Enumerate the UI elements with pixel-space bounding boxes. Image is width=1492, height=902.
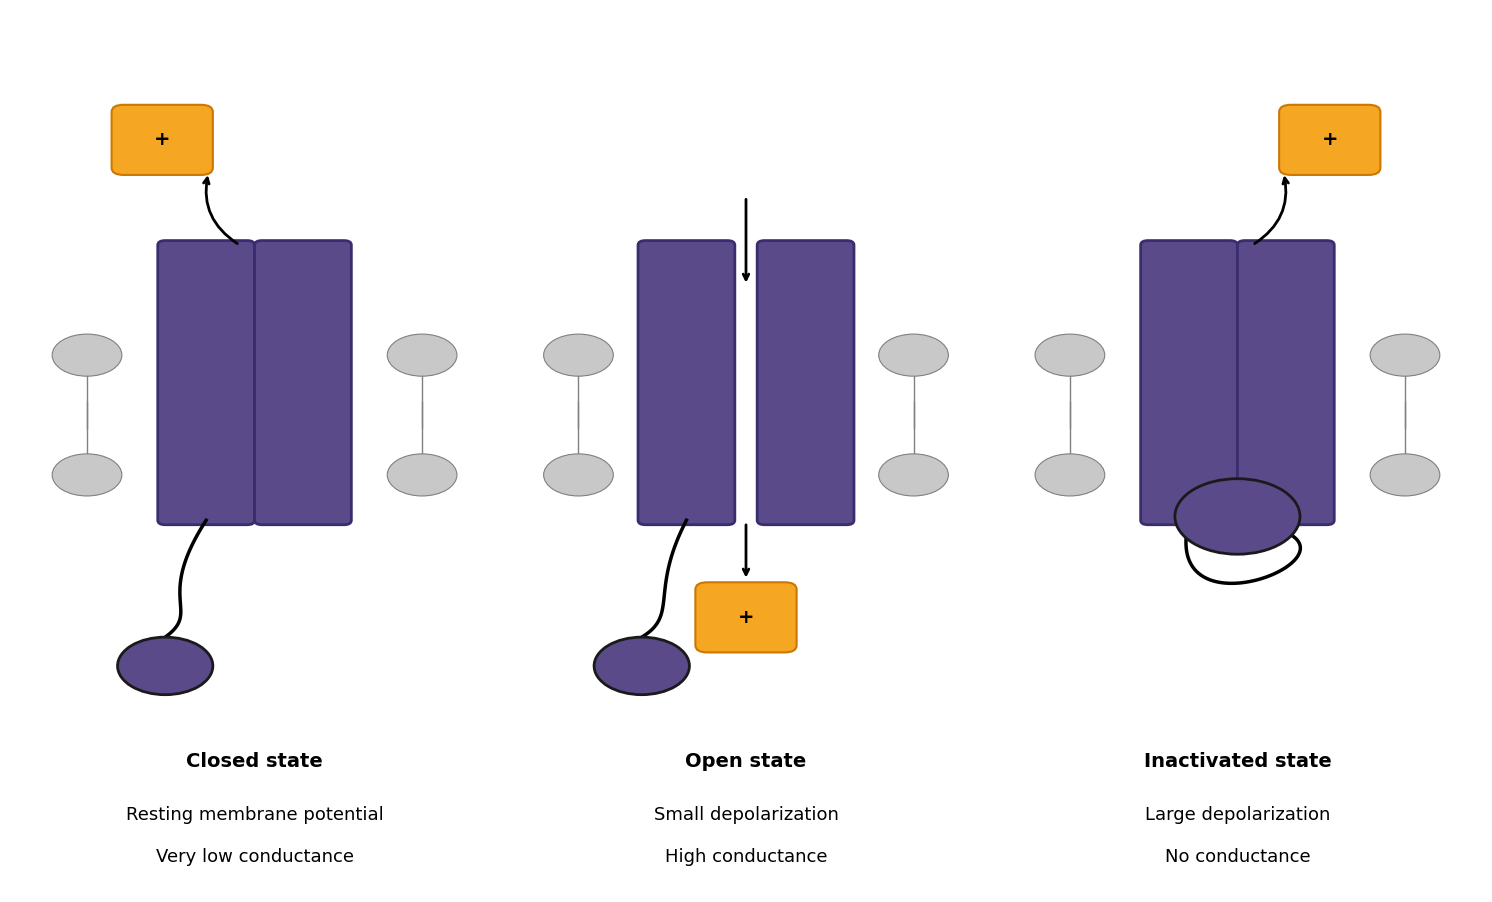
Text: High conductance: High conductance bbox=[665, 849, 827, 867]
Text: Resting membrane potential: Resting membrane potential bbox=[125, 806, 383, 824]
Circle shape bbox=[543, 334, 613, 376]
Circle shape bbox=[1035, 454, 1104, 496]
Circle shape bbox=[543, 454, 613, 496]
FancyBboxPatch shape bbox=[695, 583, 797, 652]
FancyBboxPatch shape bbox=[158, 241, 255, 525]
Text: Closed state: Closed state bbox=[186, 751, 322, 770]
FancyBboxPatch shape bbox=[112, 105, 213, 175]
Circle shape bbox=[879, 454, 949, 496]
Text: +: + bbox=[1322, 131, 1338, 150]
Text: Open state: Open state bbox=[685, 751, 807, 770]
Text: Very low conductance: Very low conductance bbox=[155, 849, 354, 867]
Text: +: + bbox=[154, 131, 170, 150]
FancyBboxPatch shape bbox=[1237, 241, 1334, 525]
Circle shape bbox=[879, 334, 949, 376]
Text: No conductance: No conductance bbox=[1165, 849, 1310, 867]
FancyBboxPatch shape bbox=[639, 241, 736, 525]
Circle shape bbox=[52, 454, 122, 496]
Text: Inactivated state: Inactivated state bbox=[1143, 751, 1331, 770]
Circle shape bbox=[118, 637, 213, 695]
Circle shape bbox=[1174, 479, 1300, 554]
Text: +: + bbox=[737, 608, 755, 627]
FancyBboxPatch shape bbox=[1141, 241, 1237, 525]
Circle shape bbox=[1370, 454, 1440, 496]
Text: Large depolarization: Large depolarization bbox=[1144, 806, 1331, 824]
Circle shape bbox=[594, 637, 689, 695]
Circle shape bbox=[1035, 334, 1104, 376]
FancyBboxPatch shape bbox=[756, 241, 853, 525]
Circle shape bbox=[388, 334, 457, 376]
Circle shape bbox=[1370, 334, 1440, 376]
Circle shape bbox=[52, 334, 122, 376]
FancyBboxPatch shape bbox=[255, 241, 351, 525]
Circle shape bbox=[388, 454, 457, 496]
Text: Small depolarization: Small depolarization bbox=[653, 806, 839, 824]
FancyBboxPatch shape bbox=[1279, 105, 1380, 175]
